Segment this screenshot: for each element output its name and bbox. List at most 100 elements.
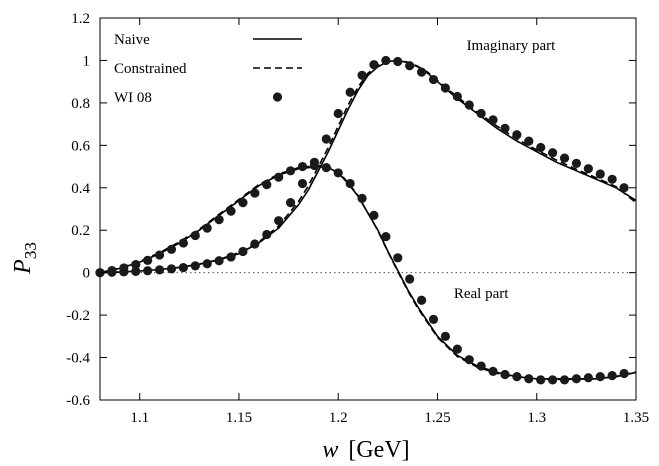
- constrained-imaginary-curve: [100, 59, 636, 274]
- plot-frame: [99, 17, 637, 401]
- wi08-real-point: [464, 355, 474, 365]
- wi08-imaginary-point: [405, 61, 415, 71]
- wi08-real-point: [417, 295, 427, 305]
- wi08-real-point: [595, 372, 605, 382]
- wi08-real-point: [131, 260, 141, 270]
- wi08-imaginary-point: [262, 229, 272, 240]
- wi08-real-point: [214, 215, 224, 225]
- wi08-imaginary-point: [559, 153, 570, 163]
- wi08-real-point: [559, 375, 570, 385]
- y-axis-title: P33: [10, 242, 40, 275]
- wi08-imaginary-point: [274, 216, 284, 226]
- wi08-imaginary-point: [345, 87, 355, 97]
- wi08-imaginary-point: [285, 198, 296, 208]
- plot-area: [95, 17, 637, 401]
- wi08-imaginary-point: [595, 169, 605, 179]
- wi08-real-point: [476, 361, 486, 371]
- x-axis-title-var: w: [322, 437, 338, 463]
- annotation-label: Real part: [454, 286, 509, 302]
- wi08-imaginary-point: [619, 183, 629, 193]
- wi08-real-point: [393, 253, 403, 263]
- axis-ticks: 1.1 1.15 1.2 1.25 1.3 1.35 1.2 1 0.8 0.6 0.4 0.2 0 -0…: [66, 11, 649, 426]
- wi08-real-point: [321, 163, 331, 173]
- wi08-imaginary-point: [333, 108, 343, 119]
- y-axis-title-sub: 33: [21, 242, 40, 259]
- wi08-imaginary-point: [321, 134, 331, 144]
- wi08-imaginary-point: [143, 266, 153, 276]
- y-tick-label: 1.2: [71, 11, 90, 27]
- y-tick-label: -0.6: [66, 393, 90, 409]
- wi08-real-point: [500, 369, 510, 380]
- wi08-real-point: [512, 372, 522, 382]
- wi08-imaginary-point: [548, 148, 558, 158]
- y-tick-label: 0.2: [71, 223, 90, 239]
- y-tick-label: 0.4: [71, 181, 90, 197]
- y-tick-label: 0: [83, 266, 91, 282]
- wi08-real-point: [274, 172, 284, 182]
- x-axis-title-unit: [GeV]: [348, 437, 409, 463]
- x-tick-label: 1.2: [329, 410, 348, 426]
- wi08-real-point: [452, 344, 462, 354]
- wi08-imaginary-point: [214, 256, 224, 266]
- wi08-real-point: [333, 168, 343, 178]
- wi08-imaginary-point: [500, 123, 510, 133]
- annotations: Imaginary part Real part: [454, 38, 556, 302]
- wi08-real-point: [536, 375, 546, 385]
- wi08-imaginary-point: [607, 174, 617, 184]
- x-tick-label: 1.25: [424, 410, 450, 426]
- wi08-real-point: [619, 368, 629, 379]
- wi08-imaginary-point: [202, 259, 212, 269]
- wi08-imaginary-point: [524, 136, 534, 146]
- wi08-real-point: [190, 230, 200, 241]
- legend-label: Constrained: [114, 61, 187, 77]
- legend: Naive Constrained WI 08: [114, 32, 302, 106]
- y-axis-title-main: P: [10, 259, 36, 275]
- wi08-real-point: [226, 206, 236, 216]
- wi08-real-point: [488, 366, 498, 376]
- wi08-real-point: [583, 373, 593, 383]
- wi08-real-point: [119, 263, 129, 273]
- wi08-real-point: [440, 331, 451, 341]
- legend-marker-points: [272, 92, 283, 102]
- y-tick-label: 0.8: [71, 96, 90, 112]
- wi08-imaginary-point: [238, 246, 248, 257]
- wi08-real-point: [154, 250, 165, 260]
- wi08-imaginary-point: [178, 262, 188, 273]
- legend-label: Naive: [114, 32, 150, 48]
- wi08-real-point: [607, 370, 617, 381]
- wi08-real-point: [357, 193, 367, 203]
- wi08-imaginary-point: [190, 261, 200, 271]
- wi08-real-point: [202, 223, 212, 233]
- annotation-label: Imaginary part: [467, 38, 557, 54]
- wi08-real-point: [524, 374, 534, 384]
- wi08-imaginary-point: [166, 264, 177, 274]
- wi08-imaginary-point: [488, 115, 498, 125]
- wi08-imaginary-point: [154, 265, 165, 275]
- wi08-imaginary-point: [571, 158, 582, 168]
- wi08-imaginary-point: [536, 142, 546, 153]
- x-axis-title: w [GeV]: [322, 437, 409, 463]
- wi08-real-point: [107, 265, 117, 276]
- wi08-imaginary-point: [512, 130, 522, 140]
- wi08-real-point: [297, 161, 308, 172]
- x-tick-label: 1.15: [226, 410, 252, 426]
- wi08-real-point: [381, 231, 391, 242]
- wi08-imaginary-point: [583, 164, 593, 174]
- wi08-real-point: [571, 374, 582, 384]
- wi08-real-point: [238, 198, 248, 208]
- y-tick-label: -0.4: [66, 351, 90, 367]
- wi08-imaginary-point: [381, 55, 391, 66]
- wi08-imaginary-point: [131, 266, 141, 276]
- y-tick-label: 0.6: [71, 138, 90, 154]
- wi08-imaginary-point: [464, 100, 474, 110]
- wi08-real-point: [345, 178, 355, 189]
- wi08-imaginary-point: [428, 74, 439, 85]
- wi08-imaginary-point: [452, 91, 462, 102]
- y-tick-label: 1: [83, 53, 91, 69]
- wi08-imaginary-point: [440, 83, 451, 93]
- wi08-imaginary-point: [250, 239, 260, 249]
- legend-label: WI 08: [114, 90, 152, 106]
- wi08-real-point: [166, 244, 177, 254]
- wi08-imaginary-point: [357, 70, 367, 80]
- wi08-imaginary-point: [393, 56, 403, 67]
